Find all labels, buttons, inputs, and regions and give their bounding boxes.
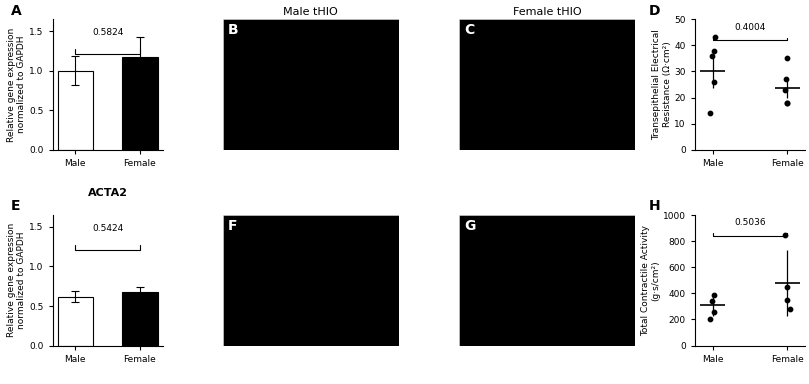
Point <box>708 291 721 298</box>
Point <box>781 100 794 106</box>
Point <box>779 76 792 82</box>
Y-axis label: Relative gene expression
normalized to GAPDH: Relative gene expression normalized to G… <box>7 27 27 142</box>
Point <box>705 53 718 59</box>
Bar <box>57 71 93 150</box>
Bar <box>57 296 93 346</box>
Point <box>781 284 794 290</box>
Point <box>704 110 717 116</box>
Text: C: C <box>464 23 474 37</box>
Point <box>781 100 794 106</box>
Bar <box>122 57 158 150</box>
Text: H: H <box>649 199 660 214</box>
Point <box>778 87 791 93</box>
Title: Female tHIO: Female tHIO <box>513 7 581 17</box>
Point <box>778 232 791 238</box>
Text: 0.4004: 0.4004 <box>735 23 765 31</box>
Y-axis label: Transepithelial Electrical
Resistance (Ω·cm²): Transepithelial Electrical Resistance (Ω… <box>652 29 671 140</box>
Title: CLDN7: CLDN7 <box>87 0 129 2</box>
Text: A: A <box>11 3 22 18</box>
Title: ACTA2: ACTA2 <box>87 188 128 198</box>
Y-axis label: Total Contractile Activity
(g·s/cm²): Total Contractile Activity (g·s/cm²) <box>641 225 660 336</box>
Text: 0.5036: 0.5036 <box>734 218 766 227</box>
Point <box>708 48 721 54</box>
Point <box>781 297 794 303</box>
Text: 0.5824: 0.5824 <box>92 28 123 38</box>
Point <box>709 35 722 41</box>
Point <box>704 316 717 323</box>
Point <box>781 55 794 61</box>
Text: G: G <box>464 219 476 233</box>
Bar <box>122 292 158 346</box>
Y-axis label: Relative gene expression
normalized to GAPDH: Relative gene expression normalized to G… <box>7 223 27 338</box>
Point <box>705 298 718 304</box>
Text: 0.5424: 0.5424 <box>92 224 123 233</box>
Point <box>784 306 797 312</box>
Point <box>708 309 721 315</box>
Text: E: E <box>11 199 20 214</box>
Text: F: F <box>228 219 238 233</box>
Text: D: D <box>649 3 660 18</box>
Title: Male tHIO: Male tHIO <box>283 7 338 17</box>
Point <box>708 79 721 85</box>
Text: B: B <box>228 23 239 37</box>
